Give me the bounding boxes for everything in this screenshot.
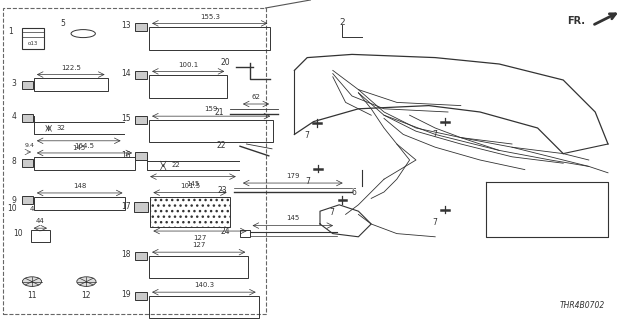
Text: 4: 4 — [12, 112, 17, 121]
Text: 44: 44 — [36, 218, 45, 224]
Bar — [240, 230, 250, 237]
Bar — [149, 256, 248, 278]
Text: 1: 1 — [9, 27, 13, 36]
Text: THR4B0702: THR4B0702 — [559, 301, 605, 310]
Text: 11: 11 — [28, 291, 36, 300]
Text: 7: 7 — [304, 131, 309, 140]
Bar — [149, 75, 227, 98]
Bar — [149, 27, 270, 50]
Bar — [135, 23, 147, 31]
Text: 127: 127 — [193, 235, 207, 241]
Text: 20: 20 — [221, 58, 230, 67]
Text: 148: 148 — [73, 183, 86, 189]
Text: 3: 3 — [12, 79, 17, 88]
Text: 13: 13 — [122, 21, 131, 30]
Text: 2: 2 — [340, 18, 345, 27]
Text: 4: 4 — [29, 206, 34, 212]
Text: 101.5: 101.5 — [180, 183, 200, 189]
Circle shape — [22, 277, 42, 286]
Bar — [135, 116, 147, 124]
Text: 10: 10 — [13, 229, 23, 238]
Bar — [22, 196, 33, 204]
Text: 145: 145 — [72, 145, 85, 151]
Text: o13: o13 — [28, 41, 38, 46]
Text: 8: 8 — [12, 157, 17, 166]
Text: 16: 16 — [122, 151, 131, 160]
Text: 7: 7 — [432, 218, 437, 227]
Text: 179: 179 — [285, 173, 300, 179]
Bar — [31, 230, 50, 242]
Text: 22: 22 — [172, 163, 180, 168]
Text: 145: 145 — [186, 181, 200, 187]
Bar — [22, 159, 33, 167]
Bar — [135, 252, 147, 260]
Text: 9.4: 9.4 — [24, 143, 35, 148]
Text: 140.3: 140.3 — [194, 282, 214, 288]
Text: 15: 15 — [122, 114, 131, 123]
Bar — [34, 157, 135, 170]
Text: 32: 32 — [56, 125, 65, 131]
Bar — [22, 28, 44, 49]
Text: 24: 24 — [221, 228, 230, 236]
Text: 155.3: 155.3 — [200, 13, 220, 20]
Bar — [150, 197, 230, 227]
Bar — [149, 296, 259, 318]
Bar — [135, 71, 147, 79]
Bar — [34, 197, 125, 210]
Text: 62: 62 — [252, 94, 260, 100]
Text: 9: 9 — [12, 196, 17, 204]
Text: 6: 6 — [351, 188, 356, 197]
Bar — [3, 8, 266, 314]
Bar — [135, 152, 147, 160]
Text: 14: 14 — [122, 69, 131, 78]
Bar — [22, 114, 33, 123]
Bar — [34, 78, 108, 91]
Text: 12: 12 — [82, 291, 91, 300]
Text: FR.: FR. — [568, 16, 586, 26]
Text: 18: 18 — [122, 250, 131, 259]
Text: 127: 127 — [192, 242, 205, 248]
Text: 22: 22 — [216, 141, 226, 150]
Bar — [134, 203, 148, 212]
Text: 100.1: 100.1 — [178, 61, 198, 68]
Text: 159: 159 — [205, 106, 218, 112]
Bar — [22, 81, 33, 89]
Text: 5: 5 — [60, 19, 65, 28]
Text: 7: 7 — [432, 130, 437, 139]
Bar — [135, 292, 147, 300]
Bar — [149, 120, 273, 142]
Circle shape — [77, 277, 96, 286]
Text: 17: 17 — [122, 202, 131, 211]
Text: 7: 7 — [330, 208, 335, 217]
Text: 164.5: 164.5 — [74, 143, 95, 149]
Text: 21: 21 — [214, 108, 224, 116]
Text: 145: 145 — [286, 215, 299, 221]
Text: 10: 10 — [7, 204, 17, 213]
Text: 19: 19 — [122, 290, 131, 299]
Text: 23: 23 — [218, 186, 227, 195]
Text: 7: 7 — [305, 177, 310, 186]
Text: 122.5: 122.5 — [61, 65, 81, 71]
